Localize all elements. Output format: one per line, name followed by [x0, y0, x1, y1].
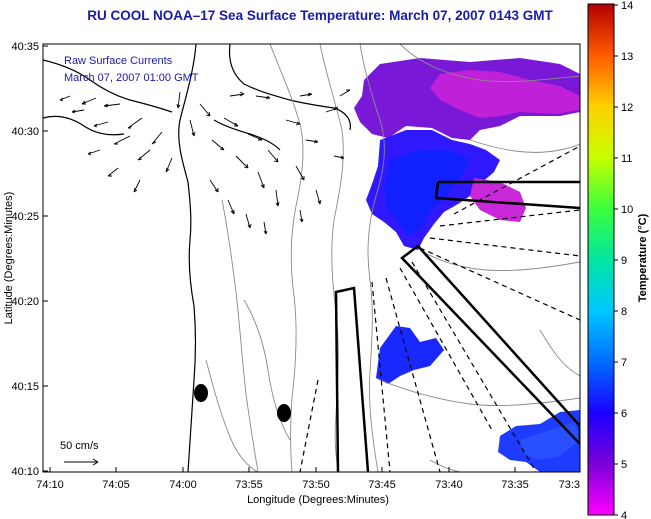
map-frame	[42, 43, 581, 473]
bathymetry-contours	[205, 44, 580, 472]
x-tick-label: 73:35	[501, 479, 529, 491]
y-axis-ticks	[43, 45, 48, 472]
colorbar-tick-label: 4	[621, 510, 627, 519]
colorbar-label: Temperature (°C)	[637, 213, 649, 302]
colorbar-tick-label: 7	[621, 357, 627, 369]
map-title: RU COOL NOAA–17 Sea Surface Temperature:…	[87, 8, 553, 23]
y-tick-label: 40:15	[11, 381, 39, 393]
overlay-line-2: March 07, 2007 01:00 GMT	[64, 72, 199, 84]
y-tick-label: 40:20	[11, 296, 39, 308]
x-tick-label: 73:40	[435, 479, 463, 491]
radar-coverage-outlines	[334, 180, 580, 472]
scale-arrow	[64, 458, 99, 466]
colorbar-tick-label: 6	[621, 408, 627, 420]
y-axis-label: Latitude (Degrees:Minutes)	[3, 192, 15, 325]
y-tick-label: 40:30	[11, 126, 39, 138]
colorbar	[587, 3, 615, 516]
x-tick-label: 73:3	[559, 479, 580, 491]
sst-region-southeast	[498, 410, 580, 472]
colorbar-tick-label: 14	[621, 0, 633, 12]
colorbar-tick-label: 5	[621, 459, 627, 471]
x-tick-label: 74:05	[102, 479, 130, 491]
sst-region-northeast	[354, 58, 580, 250]
y-tick-label: 40:25	[11, 211, 39, 223]
sst-region-central	[376, 326, 444, 384]
radar-dashed-lines	[299, 145, 580, 472]
surface-current-vectors	[59, 89, 351, 235]
scale-label: 50 cm/s	[60, 440, 99, 452]
x-tick-label: 74:00	[169, 479, 197, 491]
x-axis-ticks	[49, 467, 516, 472]
x-axis-label: Longitude (Degrees:Minutes)	[247, 494, 389, 506]
x-tick-label: 73:55	[235, 479, 263, 491]
y-tick-label: 40:10	[11, 466, 39, 478]
station-marker	[194, 384, 208, 402]
y-tick-label: 40:35	[11, 41, 39, 53]
colorbar-tick-label: 11	[621, 153, 632, 165]
x-tick-label: 74:10	[36, 479, 64, 491]
x-tick-label: 73:45	[368, 479, 396, 491]
overlay-line-1: Raw Surface Currents	[64, 55, 173, 67]
colorbar-tick-label: 8	[621, 306, 627, 318]
colorbar-tick-label: 9	[621, 255, 627, 267]
coastline	[43, 44, 351, 472]
x-tick-label: 73:50	[302, 479, 330, 491]
colorbar-tick-label: 13	[621, 51, 633, 63]
colorbar-tick-label: 10	[621, 204, 633, 216]
station-marker	[277, 404, 291, 422]
colorbar-ticks	[614, 4, 618, 516]
colorbar-tick-label: 12	[621, 102, 633, 114]
